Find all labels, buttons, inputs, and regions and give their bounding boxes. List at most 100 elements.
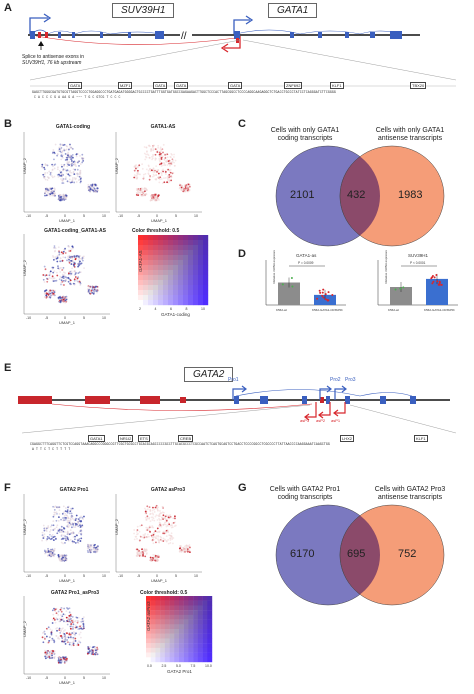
umap-x-tick: -10 (118, 214, 123, 218)
tf-box-tbx20: TBX20 (410, 82, 427, 89)
heatmap-x-tick: 0.0 (147, 664, 152, 668)
umap-title-gata2-pro1: GATA2 Pro1 (59, 487, 89, 493)
panel-label-e: E (4, 362, 12, 374)
umap-plots-b: -10 -5 0 5 10 UMAP_1 UMAP_2 -10 -5 0 5 10 UMAP_1 UMAP… (22, 132, 209, 325)
venn-g-right-title-1: Cells with GATA2 Pro3 (374, 486, 446, 493)
umap-title-overlay: GATA1-coding_GATA1-AS (44, 228, 106, 234)
data-point (316, 297, 319, 300)
umap-x-tick: -10 (26, 214, 31, 218)
heatmap-x-tick: 10.0 (205, 664, 212, 668)
umap-y-label: UMAP_2 (22, 259, 27, 276)
umap-x-tick: -5 (45, 574, 48, 578)
data-point (322, 288, 325, 291)
heatmap-x-tick: 2 (139, 307, 141, 311)
umap-axes (23, 596, 110, 675)
data-point (281, 283, 284, 286)
umap-axes (23, 132, 110, 213)
bar-y-label: Relative mRNA expression (384, 250, 388, 284)
venn-c-overlap (339, 146, 380, 246)
promoter-label-asp3: asP3 (300, 418, 310, 423)
data-point (394, 288, 397, 291)
heatmap-title: Color threshold: 0.5 (132, 228, 180, 234)
p-value-label: P < 0.0001 (410, 261, 426, 265)
data-point (431, 282, 434, 285)
umap-x-tick: -5 (45, 214, 48, 218)
bar-chart-title: SUV39H1 (408, 253, 429, 258)
venn-g-left-count: 6170 (290, 548, 315, 560)
umap-points (133, 143, 191, 202)
promoter-label-asp1: asP1 (331, 418, 341, 423)
tf-box-gata: GATA (228, 82, 243, 89)
data-point (290, 277, 293, 280)
venn-g-right-count: 752 (398, 548, 417, 560)
venn-c-right-title-2: antisense transcripts (377, 135, 443, 142)
umap-x-tick: 10 (102, 676, 106, 680)
data-point (327, 291, 330, 294)
gene-diagram-a: // (28, 13, 457, 87)
splice-note-line1: Splice to antisense exons in (22, 54, 84, 60)
data-point (431, 274, 434, 277)
umap-x-tick: 5 (175, 574, 177, 578)
tf-box-nr1i2: NR1I2 (118, 435, 134, 442)
venn-c-mid-count: 432 (347, 189, 366, 201)
heatmap-x-label: GATA2 Pro1 (167, 669, 192, 674)
panel-label-a: A (4, 2, 12, 14)
data-point (327, 299, 330, 302)
venn-c-right-count: 1983 (398, 189, 423, 201)
umap-title-gata1-coding: GATA1-coding (55, 124, 91, 130)
data-point (399, 287, 402, 290)
venn-c-right-title-1: Cells with only GATA1 (375, 127, 445, 134)
umap-x-tick: -10 (26, 316, 31, 320)
venn-g-right-title-2: antisense transcripts (377, 494, 443, 501)
umap-plots-f: -10 -5 0 5 10 UMAP_1 UMAP_2 -10 -5 0 5 10 UMAP_1 UMAP… (22, 494, 213, 685)
umap-points (41, 607, 99, 664)
umap-x-tick: -10 (118, 574, 123, 578)
promoter-arrow-suv39h1 (29, 13, 52, 34)
venn-g-overlap (339, 505, 380, 605)
bar (278, 282, 300, 305)
data-point (440, 283, 443, 286)
bar-category-label: K562-GATA1-CRISPRi (424, 308, 455, 312)
venn-c-left-count: 2101 (290, 189, 315, 201)
umap-x-tick: 0 (64, 316, 66, 320)
sequence-a: GAGCTTGGGCGATGTGCGTTAGGTCCCCTGGAGGCCCTGA… (32, 90, 336, 94)
venn-diagram-g (275, 504, 445, 606)
venn-diagram-c (275, 145, 445, 247)
umap-x-label: UMAP_1 (151, 218, 168, 223)
tf-box-lhx2: LHX2 (340, 435, 355, 442)
umap-x-tick: 10 (194, 574, 198, 578)
umap-x-tick: 10 (102, 316, 106, 320)
bar-category-label: K562-GATA1-CRISPRi (312, 308, 343, 312)
data-point (322, 296, 325, 299)
umap-title-gata2-overlay: GATA2 Pro1_asPro3 (50, 590, 100, 596)
bar-category-label: K562-wt (388, 308, 399, 312)
umap-title-gata2-aspro3: GATA2 asPro3 (150, 487, 186, 493)
umap-x-tick: 0 (156, 214, 158, 218)
promoter-arrow-gata1 (233, 15, 254, 34)
svg-text://: // (181, 31, 187, 42)
tf-box-znf692: ZNF692 (284, 82, 303, 89)
sequence-e: CGAGGCTTTCAGGTTCTCGTCCAGGTAAACAGGCCCGGGC… (30, 442, 330, 446)
splice-note-line2: SUV39H1, 76 kb upstream (22, 60, 82, 66)
gene-label-gata1: GATA1 (268, 3, 318, 18)
snp-row-a: C A C C C G A AA G A ~~~ T G C GTCG T C … (34, 95, 121, 99)
tf-box-gata: GATA (153, 82, 168, 89)
umap-axes (23, 234, 110, 315)
tf-box-gata: GATA (174, 82, 189, 89)
data-point (321, 291, 324, 294)
umap-y-label: UMAP_2 (22, 157, 27, 174)
gene-diagram-e (18, 385, 457, 434)
data-point (435, 273, 438, 276)
umap-x-tick: -5 (137, 574, 140, 578)
umap-x-label: UMAP_1 (59, 578, 76, 583)
heatmap-y-label: GATA1-AS (138, 250, 143, 272)
heatmap-y-label: GATA2 asPro3 (146, 601, 151, 631)
data-point (438, 282, 441, 285)
snp-row-e: A T T C T C T T T T (32, 447, 71, 451)
data-point (432, 280, 435, 283)
umap-x-tick: 0 (64, 214, 66, 218)
umap-x-label: UMAP_1 (151, 578, 168, 583)
data-point (436, 280, 439, 283)
bar-y-label: Relative mRNA expression (272, 250, 276, 284)
umap-axes (23, 494, 110, 573)
